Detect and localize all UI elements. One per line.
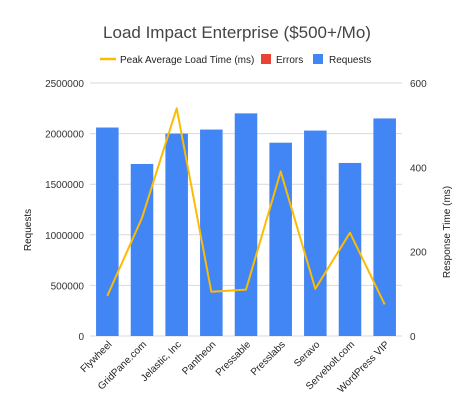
requests-bar xyxy=(235,113,258,336)
left-axis-tick-label: 2500000 xyxy=(45,79,84,90)
right-axis-tick-label: 200 xyxy=(410,248,427,259)
right-axis-tick-label: 400 xyxy=(410,163,427,174)
left-axis-label: Requests xyxy=(23,209,34,251)
bars xyxy=(96,113,396,336)
right-axis-ticks: 0 200 400 600 xyxy=(410,79,427,343)
legend-label-requests: Requests xyxy=(329,55,371,66)
left-axis-tick-label: 1500000 xyxy=(45,180,84,191)
left-axis-tick-label: 0 xyxy=(78,332,84,343)
category-label: Pantheon xyxy=(180,339,218,377)
chart-title: Load Impact Enterprise ($500+/Mo) xyxy=(103,23,371,42)
legend-label-errors: Errors xyxy=(276,55,303,66)
left-axis-tick-label: 2000000 xyxy=(45,130,84,141)
right-axis-tick-label: 0 xyxy=(410,332,416,343)
legend: Peak Average Load Time (ms) Errors Reque… xyxy=(100,54,371,66)
category-label: Flywheel xyxy=(79,339,115,375)
right-axis-tick-label: 600 xyxy=(410,79,427,90)
requests-bar xyxy=(165,134,188,336)
requests-bar xyxy=(200,130,223,336)
legend-label-load-time: Peak Average Load Time (ms) xyxy=(120,55,254,66)
left-axis-ticks: 0 500000 1000000 1500000 2000000 2500000 xyxy=(45,79,84,343)
legend-swatch-errors xyxy=(261,54,271,64)
requests-bar xyxy=(304,131,327,336)
left-axis-tick-label: 1000000 xyxy=(45,231,84,242)
requests-bar xyxy=(96,128,119,336)
legend-swatch-requests xyxy=(313,54,323,64)
right-axis-label: Response Time (ms) xyxy=(442,186,453,278)
category-label: Presslabs xyxy=(249,339,288,378)
category-label: Seravo xyxy=(292,339,322,369)
category-label: Pressable xyxy=(214,339,254,379)
left-axis-tick-label: 500000 xyxy=(51,281,85,292)
